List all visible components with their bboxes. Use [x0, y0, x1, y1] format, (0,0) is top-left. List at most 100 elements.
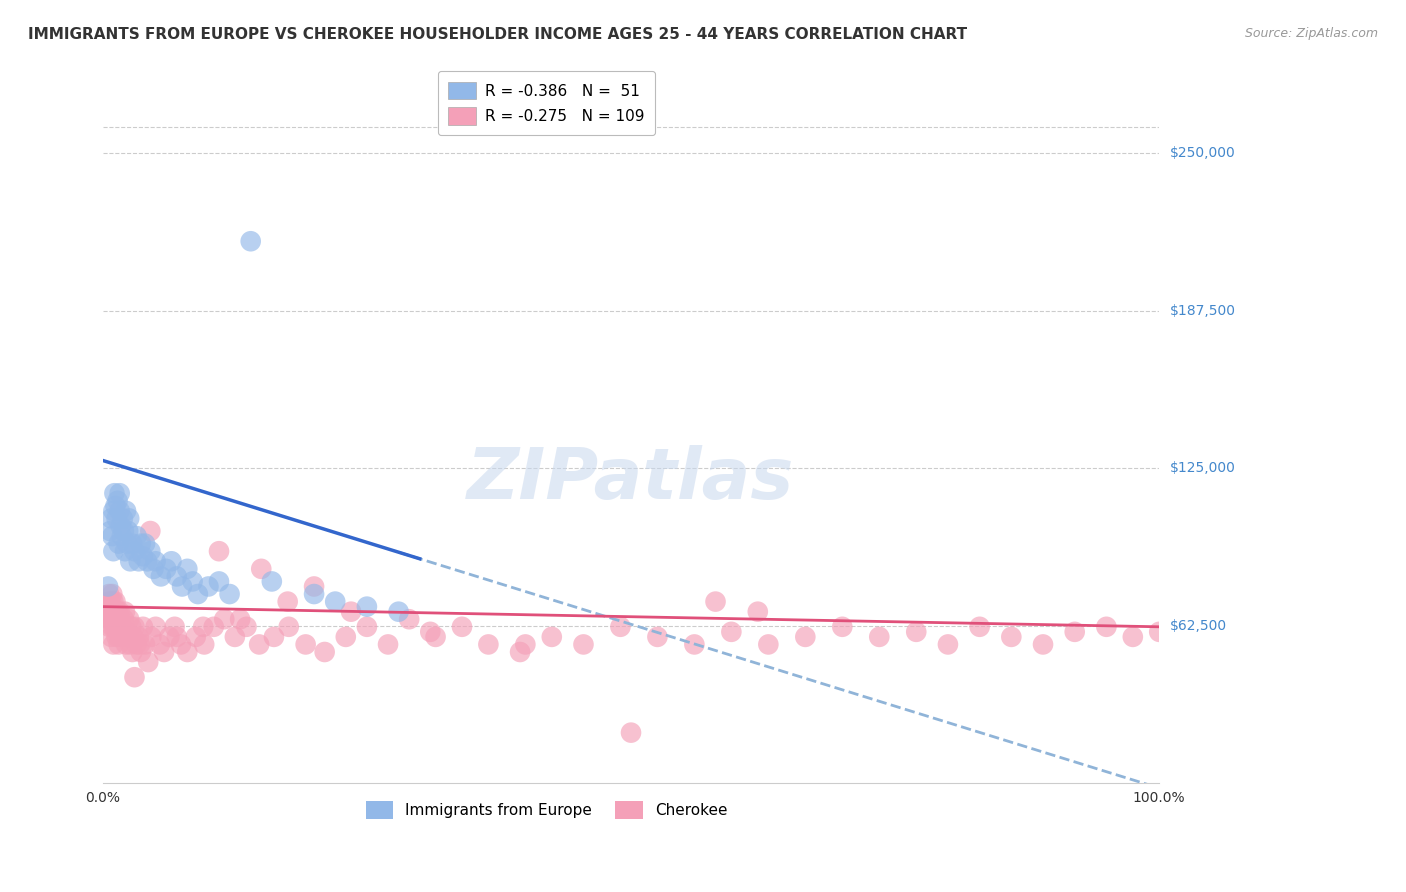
Point [107, 637, 129, 651]
Point [1147, 624, 1170, 639]
Point [111, 630, 134, 644]
Point [129, 645, 152, 659]
Text: Source: ZipAtlas.com: Source: ZipAtlas.com [1244, 27, 1378, 40]
Point [124, 544, 146, 558]
Point [107, 536, 129, 550]
Point [335, 630, 357, 644]
Point [96, 605, 118, 619]
Point [936, 637, 959, 651]
Point [98, 599, 121, 614]
Point [98, 524, 121, 538]
Text: $125,000: $125,000 [1170, 461, 1236, 475]
Point [124, 620, 146, 634]
Point [110, 612, 132, 626]
Point [115, 624, 138, 639]
Point [104, 594, 127, 608]
Point [747, 605, 769, 619]
Point [704, 594, 727, 608]
Point [477, 637, 499, 651]
Point [120, 637, 142, 651]
Point [103, 637, 125, 651]
Point [184, 630, 207, 644]
Point [302, 579, 325, 593]
Point [107, 605, 129, 619]
Point [831, 620, 853, 634]
Point [103, 486, 125, 500]
Point [101, 620, 124, 634]
Point [103, 612, 125, 626]
Point [263, 630, 285, 644]
Point [218, 587, 240, 601]
Point [377, 637, 399, 651]
Point [121, 536, 143, 550]
Point [134, 637, 156, 651]
Point [124, 670, 146, 684]
Point [97, 594, 120, 608]
Point [107, 620, 129, 634]
Point [515, 637, 537, 651]
Point [277, 620, 299, 634]
Point [100, 594, 122, 608]
Point [540, 630, 562, 644]
Point [208, 574, 231, 589]
Point [181, 574, 204, 589]
Point [572, 637, 595, 651]
Point [160, 554, 183, 568]
Point [1122, 630, 1144, 644]
Point [136, 554, 159, 568]
Point [111, 620, 134, 634]
Point [128, 637, 150, 651]
Point [756, 637, 779, 651]
Point [108, 630, 131, 644]
Point [122, 630, 145, 644]
Text: IMMIGRANTS FROM EUROPE VS CHEROKEE HOUSEHOLDER INCOME AGES 25 - 44 YEARS CORRELA: IMMIGRANTS FROM EUROPE VS CHEROKEE HOUSE… [28, 27, 967, 42]
Point [125, 529, 148, 543]
Point [277, 594, 299, 608]
Point [132, 549, 155, 564]
Point [451, 620, 474, 634]
Point [250, 562, 273, 576]
Point [1032, 637, 1054, 651]
Point [120, 620, 142, 634]
Point [129, 536, 152, 550]
Point [103, 605, 125, 619]
Point [239, 234, 262, 248]
Point [157, 630, 180, 644]
Point [683, 637, 706, 651]
Point [103, 594, 125, 608]
Point [103, 504, 125, 518]
Point [108, 605, 131, 619]
Point [340, 605, 363, 619]
Point [202, 620, 225, 634]
Point [176, 562, 198, 576]
Point [107, 493, 129, 508]
Point [105, 511, 128, 525]
Text: $187,500: $187,500 [1170, 303, 1236, 318]
Point [105, 612, 128, 626]
Point [214, 612, 236, 626]
Point [647, 630, 669, 644]
Point [97, 612, 120, 626]
Point [117, 524, 139, 538]
Point [314, 645, 336, 659]
Point [145, 620, 167, 634]
Point [356, 620, 378, 634]
Point [387, 605, 409, 619]
Point [969, 620, 991, 634]
Point [100, 511, 122, 525]
Point [115, 504, 138, 518]
Point [155, 562, 177, 576]
Text: ZIPatlas: ZIPatlas [467, 445, 794, 514]
Point [145, 554, 167, 568]
Point [103, 544, 125, 558]
Point [1095, 620, 1118, 634]
Point [323, 594, 346, 608]
Point [104, 612, 127, 626]
Point [425, 630, 447, 644]
Point [609, 620, 631, 634]
Point [104, 499, 127, 513]
Point [235, 620, 257, 634]
Point [149, 637, 172, 651]
Point [163, 620, 186, 634]
Point [153, 645, 176, 659]
